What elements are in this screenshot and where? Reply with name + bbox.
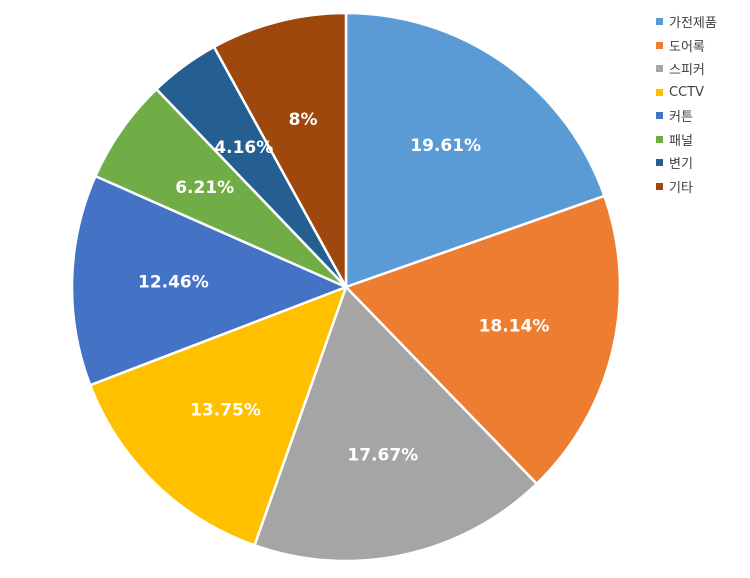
legend-swatch xyxy=(656,112,663,120)
pie-labels: 19.61% 18.14% 17.67% 13.75% 12.46% 6.21% 4.16%… xyxy=(138,110,549,466)
legend-label: 가전제품 xyxy=(669,16,717,32)
legend-swatch xyxy=(656,135,663,143)
legend-item: 변기 xyxy=(656,151,717,175)
pie-slice xyxy=(343,194,622,486)
pie-slice xyxy=(212,11,348,288)
legend-label: 도어록 xyxy=(669,39,705,55)
legend-label: 변기 xyxy=(669,157,693,173)
legend-swatch xyxy=(656,88,663,96)
pie-slices xyxy=(70,11,622,563)
legend-item: CCTV xyxy=(656,81,717,105)
slice-data-label: 6.21% xyxy=(175,178,234,198)
legend-item: 기타 xyxy=(656,175,717,199)
slice-data-label: 4.16% xyxy=(214,138,273,158)
slice-data-label: 13.75% xyxy=(190,401,261,421)
slice-data-label: 8% xyxy=(289,110,318,130)
legend-item: 패널 xyxy=(656,128,717,152)
pie-slice xyxy=(70,174,350,387)
legend-swatch xyxy=(656,159,663,167)
legend-item: 커튼 xyxy=(656,104,717,128)
legend-item: 스피커 xyxy=(656,57,717,81)
legend-swatch xyxy=(656,182,663,190)
pie-slice xyxy=(252,284,539,563)
legend-item: 도어록 xyxy=(656,34,717,58)
legend-label: 커튼 xyxy=(669,110,693,126)
slice-data-label: 12.46% xyxy=(138,273,209,293)
legend-label: 스피커 xyxy=(669,63,705,79)
legend-swatch xyxy=(656,18,663,26)
legend-label: CCTV xyxy=(669,84,704,100)
legend-swatch xyxy=(656,65,663,73)
legend-swatch xyxy=(656,41,663,49)
slice-data-label: 18.14% xyxy=(479,317,550,337)
legend-label: 기타 xyxy=(669,180,693,196)
pie-slice xyxy=(88,284,349,547)
legend-item: 가전제품 xyxy=(656,10,717,34)
slice-data-label: 19.61% xyxy=(410,136,481,156)
legend-label: 패널 xyxy=(669,133,693,149)
slice-data-label: 17.67% xyxy=(347,446,418,466)
